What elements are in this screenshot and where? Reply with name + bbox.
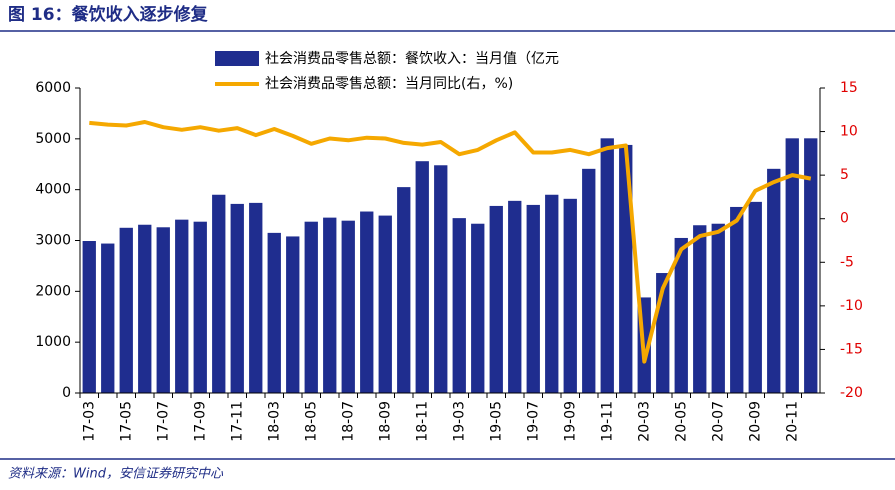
bar	[711, 223, 725, 393]
y-tick-label: 0	[62, 385, 71, 401]
y2-tick-label: 0	[840, 211, 849, 227]
x-tick-label: 20-11	[784, 401, 800, 442]
x-tick-label: 19-07	[525, 401, 541, 442]
bar	[378, 215, 392, 393]
x-tick-label: 19-03	[451, 401, 467, 442]
x-tick-label: 18-11	[414, 401, 430, 442]
y-tick-label: 6000	[35, 80, 71, 96]
bar	[582, 168, 596, 393]
bar	[323, 217, 337, 393]
bar	[767, 168, 781, 393]
bar	[452, 218, 466, 393]
x-tick-label: 18-09	[377, 401, 393, 442]
bar	[526, 204, 540, 393]
y-tick-label: 3000	[35, 233, 71, 249]
y2-tick-label: -10	[840, 298, 863, 314]
bar	[212, 194, 226, 393]
y-tick-label: 4000	[35, 182, 71, 198]
x-tick-label: 17-09	[192, 401, 208, 442]
bar	[785, 138, 799, 393]
legend-label: 社会消费品零售总额：餐饮收入：当月值（亿元	[265, 51, 559, 67]
x-tick-label: 17-11	[229, 401, 245, 442]
bar	[230, 203, 244, 393]
x-tick-label: 20-03	[636, 401, 652, 442]
x-tick-label: 20-09	[747, 401, 763, 442]
bar	[600, 138, 614, 393]
bar	[545, 194, 559, 393]
bar	[119, 227, 133, 393]
x-tick-label: 18-03	[266, 401, 282, 442]
bar	[341, 220, 355, 393]
y2-tick-label: -5	[840, 254, 854, 270]
y2-tick-label: 5	[840, 167, 849, 183]
x-tick-label: 19-11	[599, 401, 615, 442]
bar	[304, 221, 318, 393]
bar	[508, 200, 522, 393]
legend-label: 社会消费品零售总额：当月同比(右，%)	[265, 76, 513, 92]
x-tick-label: 19-05	[488, 401, 504, 442]
x-tick-label: 17-03	[81, 401, 97, 442]
bar	[249, 202, 263, 393]
y-tick-label: 1000	[35, 334, 71, 350]
y-tick-label: 2000	[35, 283, 71, 299]
y-tick-label: 5000	[35, 131, 71, 147]
x-tick-label: 18-05	[303, 401, 319, 442]
bar	[434, 165, 448, 393]
legend-swatch	[215, 51, 259, 66]
source: 资料来源：Wind，安信证券研究中心	[8, 466, 224, 482]
x-tick-label: 18-07	[340, 401, 356, 442]
bar	[138, 224, 152, 393]
x-tick-label: 19-09	[562, 401, 578, 442]
y2-tick-label: 15	[840, 80, 858, 96]
bar	[156, 227, 170, 393]
bar	[415, 161, 429, 393]
y2-tick-label: 10	[840, 124, 858, 140]
bar	[674, 237, 688, 393]
bar	[489, 205, 503, 393]
x-tick-label: 20-05	[673, 401, 689, 442]
bar	[471, 223, 485, 393]
x-tick-label: 20-07	[710, 401, 726, 442]
bar	[193, 221, 207, 393]
bar	[693, 225, 707, 393]
bar	[397, 187, 411, 393]
bar	[101, 243, 115, 393]
y2-tick-label: -20	[840, 385, 863, 401]
bar	[563, 198, 577, 393]
x-tick-label: 17-05	[118, 401, 134, 442]
line	[89, 120, 812, 364]
chart-title: 图 16：餐饮收入逐步修复	[8, 4, 209, 25]
bar	[267, 232, 281, 393]
bar	[286, 236, 300, 393]
bar	[804, 138, 818, 393]
y2-tick-label: -15	[840, 341, 863, 357]
bar	[82, 241, 96, 393]
bar	[360, 211, 374, 393]
bar	[175, 219, 189, 393]
x-tick-label: 17-07	[155, 401, 171, 442]
bar	[748, 201, 762, 393]
bar	[730, 206, 744, 393]
